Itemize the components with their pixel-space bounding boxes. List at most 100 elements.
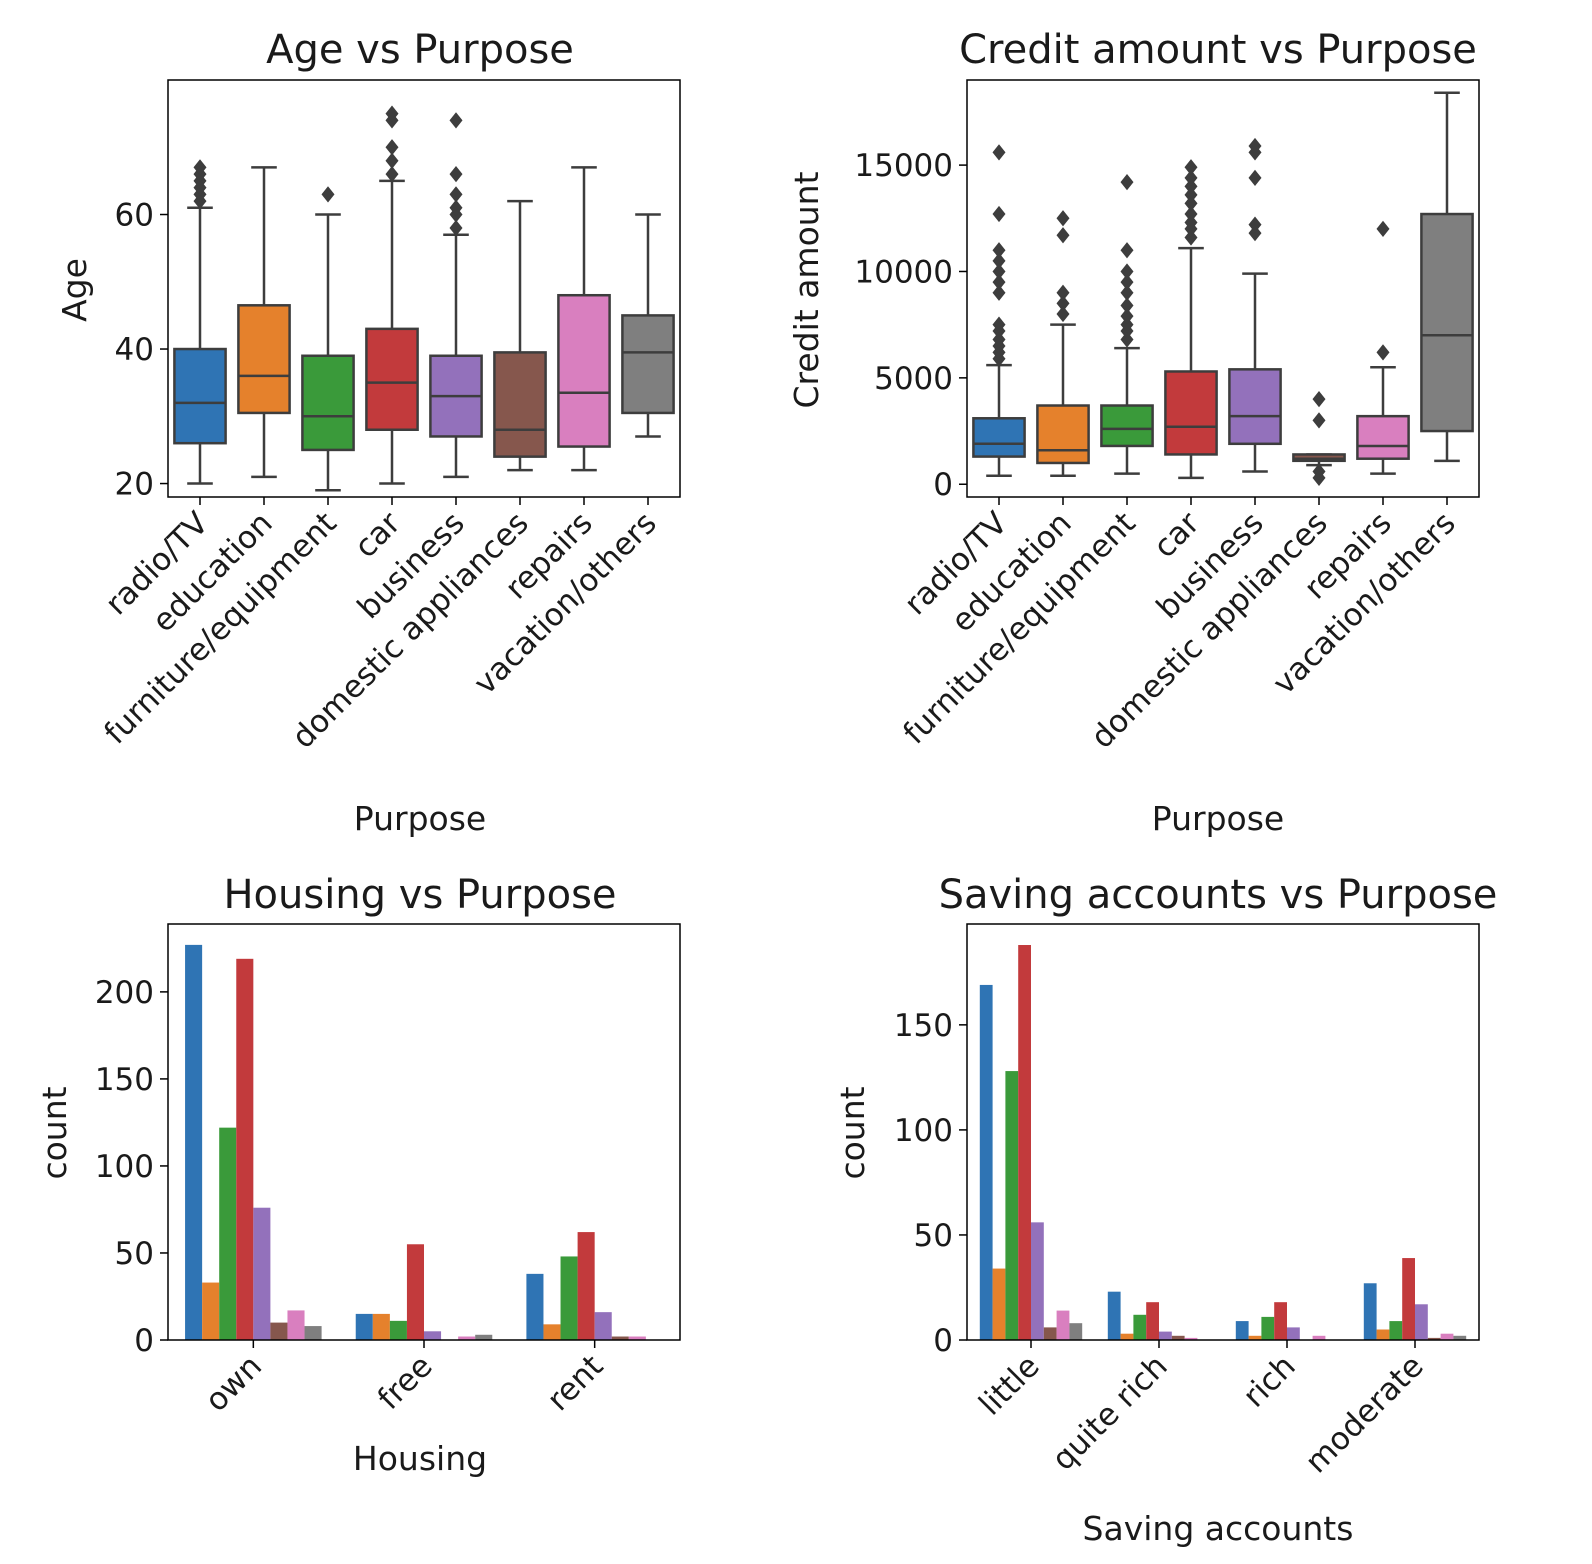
bar	[219, 1127, 237, 1340]
outlier-point	[992, 144, 1006, 161]
x-axis-label: Purpose	[1152, 799, 1284, 838]
outlier-point	[1184, 214, 1198, 231]
outlier-point	[1184, 205, 1198, 223]
outlier-point	[992, 273, 1006, 291]
outlier-point	[1376, 344, 1390, 361]
bar	[577, 1232, 595, 1340]
outlier-point	[992, 242, 1006, 259]
bar	[1005, 1071, 1019, 1340]
chart-title: Saving accounts vs Purpose	[939, 872, 1498, 918]
outlier-point	[992, 331, 1006, 348]
outlier-point	[449, 112, 463, 129]
box-7	[557, 166, 611, 472]
bar-series-8	[1069, 1323, 1467, 1340]
bar-series-7	[1056, 1310, 1454, 1340]
bar-series-6	[270, 1322, 629, 1340]
outlier-point	[1056, 295, 1070, 312]
iqr-box	[1420, 212, 1474, 433]
iqr-box	[493, 351, 547, 458]
bar	[1261, 1316, 1275, 1340]
bar	[1235, 1321, 1249, 1340]
bar-series-4	[1018, 945, 1415, 1340]
outlier-point	[385, 105, 399, 122]
bar	[594, 1312, 612, 1340]
outlier-point	[321, 186, 335, 203]
box-6	[1292, 391, 1346, 486]
box-6	[493, 199, 547, 472]
outlier-point	[1312, 412, 1326, 429]
iqr-box	[1356, 414, 1410, 460]
y-axis-label: count	[35, 1086, 74, 1179]
outlier-point	[449, 219, 463, 237]
bar-series-4	[236, 958, 595, 1340]
bar	[979, 984, 993, 1340]
y-tick-label: 0	[134, 1323, 154, 1359]
outlier-point	[1056, 210, 1070, 227]
iqr-box	[365, 327, 419, 431]
bar	[1287, 1327, 1300, 1340]
outlier-point	[385, 139, 399, 156]
outlier-point	[385, 152, 399, 169]
bar-series-7	[287, 1310, 646, 1340]
bar-series-5	[1031, 1222, 1428, 1340]
bar-series-3	[1005, 1071, 1403, 1340]
y-tick-label: 40	[115, 332, 154, 368]
outlier-point	[1120, 263, 1134, 280]
bar	[1018, 945, 1031, 1340]
outlier-point	[1184, 159, 1198, 176]
chart-title: Age vs Purpose	[266, 27, 574, 73]
bar-series-2	[992, 1268, 1390, 1340]
bar	[1440, 1333, 1454, 1340]
bar	[1069, 1323, 1083, 1340]
iqr-box	[1164, 370, 1218, 456]
outlier-point	[1120, 273, 1134, 291]
bar	[1415, 1304, 1428, 1340]
bar-series-5	[253, 1207, 612, 1340]
box-7	[1356, 220, 1410, 475]
bar	[526, 1273, 544, 1340]
x-axis-label: Saving accounts	[1083, 1509, 1354, 1548]
y-tick-label: 5000	[874, 361, 953, 397]
chart-title: Credit amount vs Purpose	[959, 27, 1477, 73]
bar	[406, 1244, 424, 1340]
bar	[458, 1336, 476, 1340]
outlier-point	[1376, 220, 1390, 238]
axes-frame	[167, 79, 681, 498]
box-3	[301, 186, 355, 492]
bar	[372, 1313, 390, 1340]
y-tick-label: 200	[95, 975, 154, 1011]
bar	[185, 944, 203, 1340]
bar	[1363, 1283, 1377, 1340]
bar	[270, 1322, 288, 1340]
outlier-point	[1056, 284, 1070, 301]
bar	[389, 1320, 407, 1340]
bar	[1133, 1314, 1147, 1340]
box-2	[1036, 210, 1090, 477]
y-tick-label: 50	[115, 1236, 154, 1272]
iqr-box	[237, 304, 291, 415]
bar	[1056, 1310, 1070, 1340]
outlier-point	[1184, 178, 1198, 195]
box-8	[621, 213, 675, 438]
bar	[1159, 1331, 1172, 1340]
bar-series-8	[304, 1326, 493, 1340]
iqr-box	[173, 347, 227, 445]
bar-series-1	[185, 944, 544, 1340]
y-axis-label: Credit amount	[787, 171, 826, 408]
y-tick-label: 0	[933, 467, 953, 503]
outlier-point	[1120, 331, 1134, 348]
iqr-box	[621, 314, 675, 415]
outlier-point	[449, 186, 463, 203]
outlier-point	[992, 316, 1006, 333]
outlier-point	[1312, 391, 1326, 408]
outlier-point	[1120, 308, 1134, 325]
y-tick-label: 20	[115, 467, 154, 503]
iqr-box	[1100, 404, 1154, 448]
y-axis-label: Age	[55, 258, 94, 322]
bar	[1248, 1335, 1262, 1340]
bar-series-1	[979, 984, 1377, 1340]
y-tick-label: 150	[95, 1062, 154, 1098]
axes-frame	[966, 79, 1480, 498]
bar	[253, 1207, 271, 1340]
outlier-point	[1184, 169, 1198, 186]
